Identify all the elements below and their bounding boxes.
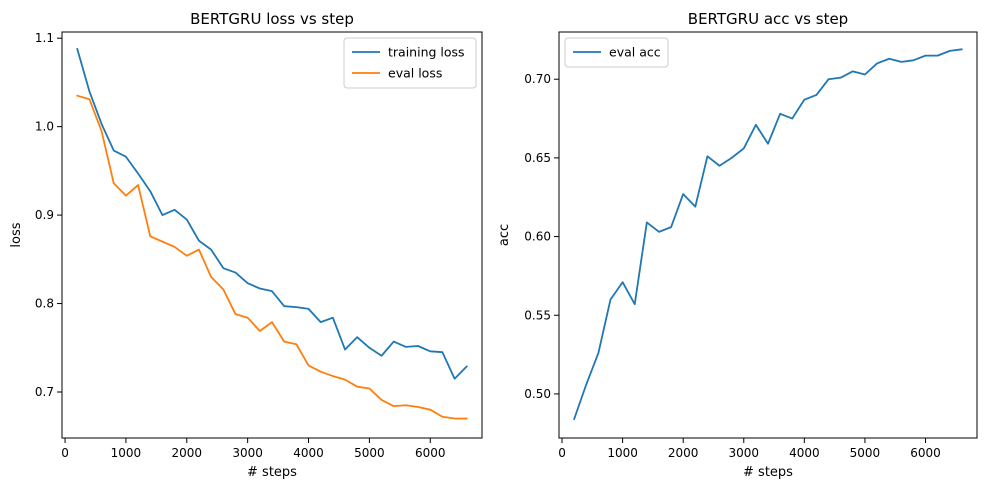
acc-x-tick-label: 1000 — [607, 446, 638, 460]
acc-legend-label-eval-acc: eval acc — [609, 45, 661, 60]
loss-y-tick-label: 1.0 — [35, 120, 54, 134]
loss-axes-frame — [61, 31, 483, 439]
acc-y-tick-label: 0.60 — [524, 230, 551, 244]
acc-x-tick-label: 4000 — [789, 446, 820, 460]
acc-chart-title: BERTGRU acc vs step — [688, 10, 848, 28]
acc-plot-area — [573, 48, 963, 421]
loss-x-tick-label: 3000 — [232, 446, 263, 460]
acc-chart: BERTGRU acc vs step # steps acc eval acc… — [497, 10, 978, 480]
acc-x-tick-label: 3000 — [728, 446, 759, 460]
loss-y-tick-label: 0.8 — [35, 297, 54, 311]
loss-x-tick-label: 4000 — [293, 446, 324, 460]
acc-y-tick-label: 0.70 — [524, 72, 551, 86]
loss-y-tick-label: 0.9 — [35, 208, 54, 222]
acc-x-tick-label: 6000 — [910, 446, 941, 460]
acc-x-tick-label: 0 — [558, 446, 566, 460]
loss-y-tick-label: 1.1 — [35, 31, 54, 45]
acc-x-axis-label: # steps — [743, 465, 793, 480]
acc-y-tick-label: 0.55 — [524, 308, 551, 322]
loss-y-axis-label: loss — [9, 222, 24, 247]
loss-x-tick-label: 1000 — [111, 446, 142, 460]
acc-y-tick-label: 0.50 — [524, 387, 551, 401]
acc-axes-frame — [558, 31, 978, 439]
loss-plot-area — [76, 47, 468, 420]
loss-x-axis-label: # steps — [247, 465, 297, 480]
loss-x-tick-label: 2000 — [172, 446, 203, 460]
loss-legend-box — [343, 37, 477, 89]
acc-x-tick-label: 2000 — [668, 446, 699, 460]
acc-series-eval-acc — [573, 48, 963, 421]
acc-legend-box — [564, 37, 669, 68]
acc-legend: eval acc — [564, 37, 669, 68]
loss-series-training-loss — [76, 47, 468, 380]
loss-series-eval-loss — [76, 94, 468, 420]
loss-x-tick-label: 5000 — [354, 446, 385, 460]
loss-chart: BERTGRU loss vs step # steps loss traini… — [9, 10, 483, 480]
loss-x-tick-label: 6000 — [415, 446, 446, 460]
loss-legend-label-eval-loss: eval loss — [388, 66, 442, 81]
loss-legend-label-training-loss: training loss — [388, 45, 465, 60]
loss-y-tick-label: 0.7 — [35, 385, 54, 399]
acc-y-tick-label: 0.65 — [524, 151, 551, 165]
loss-legend: training loss eval loss — [343, 37, 477, 89]
acc-x-tick-label: 5000 — [850, 446, 881, 460]
loss-chart-title: BERTGRU loss vs step — [190, 10, 354, 28]
acc-y-axis-label: acc — [497, 224, 512, 246]
loss-x-tick-label: 0 — [61, 446, 69, 460]
